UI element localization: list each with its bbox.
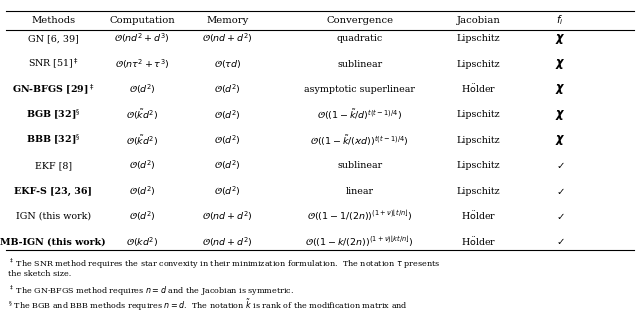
Text: $\mathcal{O}((1 - k/(2n))^{(1+\nu)\lfloor kt/n\rfloor})$: $\mathcal{O}((1 - k/(2n))^{(1+\nu)\lfloo… (305, 235, 414, 249)
Text: $\mathcal{O}(\tilde{k}d^2)$: $\mathcal{O}(\tilde{k}d^2)$ (126, 107, 158, 122)
Text: $\checkmark$: $\checkmark$ (556, 187, 564, 196)
Text: $\mathcal{O}(d^2)$: $\mathcal{O}(d^2)$ (129, 210, 156, 223)
Text: EKF-S [23, 36]: EKF-S [23, 36] (14, 187, 92, 196)
Text: $\mathcal{O}(d^2)$: $\mathcal{O}(d^2)$ (214, 83, 241, 96)
Text: $\boldsymbol{\chi}$: $\boldsymbol{\chi}$ (555, 133, 565, 147)
Text: $\mathcal{O}(d^2)$: $\mathcal{O}(d^2)$ (214, 134, 241, 147)
Text: Memory: Memory (206, 16, 248, 25)
Text: $\mathcal{O}(d^2)$: $\mathcal{O}(d^2)$ (129, 184, 156, 198)
Text: $\boldsymbol{\chi}$: $\boldsymbol{\chi}$ (555, 82, 565, 96)
Text: $\mathcal{O}(nd + d^2)$: $\mathcal{O}(nd + d^2)$ (202, 32, 252, 46)
Text: $\mathcal{O}((1 - 1/(2n))^{(1+\nu)\lfloor t/n\rfloor})$: $\mathcal{O}((1 - 1/(2n))^{(1+\nu)\lfloo… (307, 209, 412, 223)
Text: linear: linear (346, 187, 374, 196)
Text: $\mathcal{O}(\tau d)$: $\mathcal{O}(\tau d)$ (214, 58, 241, 70)
Text: $\checkmark$: $\checkmark$ (556, 161, 564, 170)
Text: sublinear: sublinear (337, 161, 382, 170)
Text: EKF [8]: EKF [8] (35, 161, 72, 170)
Text: Jacobian: Jacobian (457, 16, 500, 25)
Text: asymptotic superlinear: asymptotic superlinear (304, 85, 415, 94)
Text: $\mathcal{O}(nd^2 + d^3)$: $\mathcal{O}(nd^2 + d^3)$ (114, 32, 170, 46)
Text: $\varkappa \triangleq L_+/\mu$ is the condition number.: $\varkappa \triangleq L_+/\mu$ is the co… (8, 311, 145, 312)
Text: MB-IGN (this work): MB-IGN (this work) (0, 237, 106, 246)
Text: Lipschitz: Lipschitz (457, 60, 500, 69)
Text: Computation: Computation (109, 16, 175, 25)
Text: Lipschitz: Lipschitz (457, 110, 500, 119)
Text: GN [6, 39]: GN [6, 39] (28, 34, 79, 43)
Text: $\checkmark$: $\checkmark$ (556, 212, 564, 221)
Text: $\mathcal{O}((1 - \tilde{k}/d)^{t(t-1)/4})$: $\mathcal{O}((1 - \tilde{k}/d)^{t(t-1)/4… (317, 107, 402, 122)
Text: $^\ddagger$ The SNR method requires the star convexity in their minimization for: $^\ddagger$ The SNR method requires the … (8, 256, 440, 271)
Text: SNR [51]$^\ddagger$: SNR [51]$^\ddagger$ (28, 57, 79, 71)
Text: GN-BFGS [29]$^\ddagger$: GN-BFGS [29]$^\ddagger$ (12, 82, 94, 96)
Text: $\mathcal{O}((1 - \tilde{k}/(\varkappa d))^{t(t-1)/4})$: $\mathcal{O}((1 - \tilde{k}/(\varkappa d… (310, 133, 409, 148)
Text: $f_i$: $f_i$ (556, 13, 564, 27)
Text: Methods: Methods (31, 16, 75, 25)
Text: $\boldsymbol{\chi}$: $\boldsymbol{\chi}$ (555, 108, 565, 122)
Text: IGN (this work): IGN (this work) (15, 212, 91, 221)
Text: Lipschitz: Lipschitz (457, 136, 500, 145)
Text: $\mathcal{O}(d^2)$: $\mathcal{O}(d^2)$ (214, 108, 241, 122)
Text: the sketch size.: the sketch size. (8, 270, 71, 278)
Text: Lipschitz: Lipschitz (457, 34, 500, 43)
Text: $\mathcal{O}(d^2)$: $\mathcal{O}(d^2)$ (129, 159, 156, 173)
Text: BGB [32]$^\S$: BGB [32]$^\S$ (26, 108, 81, 122)
Text: Lipschitz: Lipschitz (457, 187, 500, 196)
Text: $\mathcal{O}(nd + d^2)$: $\mathcal{O}(nd + d^2)$ (202, 210, 252, 223)
Text: $\mathcal{O}(kd^2)$: $\mathcal{O}(kd^2)$ (126, 235, 158, 249)
Text: sublinear: sublinear (337, 60, 382, 69)
Text: $\mathcal{O}(nd + d^2)$: $\mathcal{O}(nd + d^2)$ (202, 235, 252, 249)
Text: quadratic: quadratic (337, 34, 383, 43)
Text: $\mathcal{O}(d^2)$: $\mathcal{O}(d^2)$ (129, 83, 156, 96)
Text: $\mathcal{O}(\tilde{k}d^2)$: $\mathcal{O}(\tilde{k}d^2)$ (126, 133, 158, 148)
Text: H$\ddot{\rm o}$lder: H$\ddot{\rm o}$lder (461, 236, 497, 248)
Text: H$\ddot{\rm o}$lder: H$\ddot{\rm o}$lder (461, 83, 497, 95)
Text: $\checkmark$: $\checkmark$ (556, 237, 564, 246)
Text: BBB [32]$^\S$: BBB [32]$^\S$ (26, 133, 81, 147)
Text: $\mathcal{O}(n\tau^2 + \tau^3)$: $\mathcal{O}(n\tau^2 + \tau^3)$ (115, 57, 170, 71)
Text: H$\ddot{\rm o}$lder: H$\ddot{\rm o}$lder (461, 210, 497, 222)
Text: Convergence: Convergence (326, 16, 393, 25)
Text: Lipschitz: Lipschitz (457, 161, 500, 170)
Text: $\mathcal{O}(d^2)$: $\mathcal{O}(d^2)$ (214, 184, 241, 198)
Text: $\boldsymbol{\chi}$: $\boldsymbol{\chi}$ (555, 57, 565, 71)
Text: $^\S$ The BGB and BBB methods requires $n = d$.  The notation $\tilde{k}$ is ran: $^\S$ The BGB and BBB methods requires $… (8, 298, 408, 312)
Text: $^\ddagger$ The GN-BFGS method requires $n = d$ and the Jacobian is symmetric.: $^\ddagger$ The GN-BFGS method requires … (8, 284, 294, 298)
Text: $\mathcal{O}(d^2)$: $\mathcal{O}(d^2)$ (214, 159, 241, 173)
Text: $\boldsymbol{\chi}$: $\boldsymbol{\chi}$ (555, 32, 565, 46)
